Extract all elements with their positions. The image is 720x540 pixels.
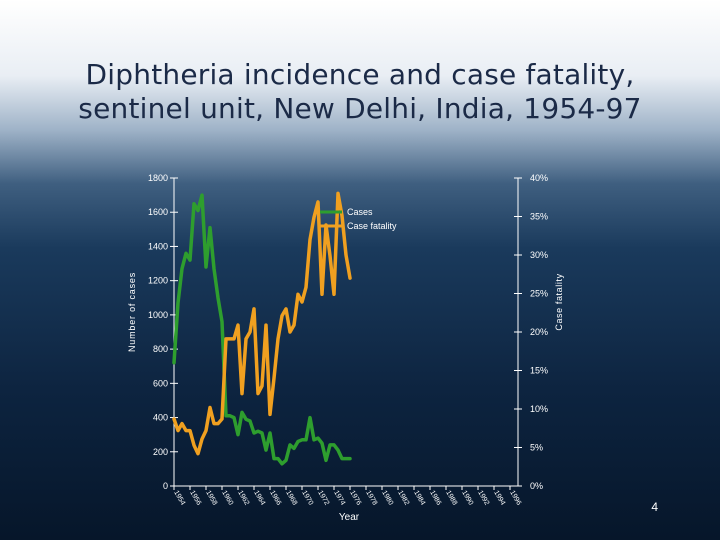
- right-y-tick-label: 35%: [530, 212, 548, 222]
- cases-series-line: [172, 193, 352, 466]
- left-y-tick-label: 0: [163, 481, 168, 491]
- x-tick-label: 1972: [316, 490, 330, 507]
- x-tick-label: 1976: [348, 490, 362, 507]
- x-tick-label: 1982: [396, 490, 410, 507]
- left-y-tick-label: 200: [153, 447, 168, 457]
- x-tick-label: 1964: [252, 490, 266, 507]
- x-tick-label: 1962: [236, 490, 250, 507]
- legend-label-cases: Cases: [347, 207, 373, 217]
- right-y-tick-label: 10%: [530, 404, 548, 414]
- x-tick-label: 1968: [284, 490, 298, 507]
- left-y-tick-label: 1200: [148, 276, 168, 286]
- x-tick-label: 1988: [444, 490, 458, 507]
- x-tick-label: 1996: [508, 490, 522, 507]
- right-y-tick-label: 30%: [530, 250, 548, 260]
- case-fatality-series-line: [172, 191, 352, 456]
- left-y-tick-label: 1000: [148, 310, 168, 320]
- right-y-axis-title: Case fatality: [554, 273, 564, 330]
- slide-title-line-1: Diphtheria incidence and case fatality,: [85, 58, 635, 91]
- x-tick-label: 1954: [172, 490, 186, 507]
- right-y-tick-label: 0%: [530, 481, 543, 491]
- x-tick-label: 1960: [220, 490, 234, 507]
- x-axis-title: Year: [339, 512, 360, 523]
- x-tick-label: 1958: [204, 490, 218, 507]
- legend-label-case-fatality: Case fatality: [347, 221, 397, 231]
- right-y-tick-label: 40%: [530, 173, 548, 183]
- left-y-tick-label: 1800: [148, 173, 168, 183]
- x-tick-label: 1956: [188, 490, 202, 507]
- right-y-tick-label: 15%: [530, 366, 548, 376]
- x-tick-label: 1986: [428, 490, 442, 507]
- right-y-tick-label: 5%: [530, 443, 543, 453]
- left-y-tick-label: 800: [153, 344, 168, 354]
- x-tick-label: 1974: [332, 490, 346, 507]
- slide-title-line-2: sentinel unit, New Delhi, India, 1954-97: [78, 92, 642, 125]
- x-tick-label: 1966: [268, 490, 282, 507]
- left-y-tick-label: 1600: [148, 207, 168, 217]
- left-y-axis-title: Number of cases: [127, 272, 137, 352]
- left-y-tick-label: 600: [153, 378, 168, 388]
- x-tick-label: 1980: [380, 490, 394, 507]
- x-tick-label: 1994: [492, 490, 506, 507]
- right-y-tick-label: 25%: [530, 289, 548, 299]
- x-tick-label: 1978: [364, 490, 378, 507]
- x-tick-label: 1984: [412, 490, 426, 507]
- right-y-tick-label: 20%: [530, 327, 548, 337]
- left-y-tick-label: 400: [153, 413, 168, 423]
- x-tick-label: 1992: [476, 490, 490, 507]
- x-tick-label: 1990: [460, 490, 474, 507]
- left-y-tick-label: 1400: [148, 241, 168, 251]
- slide-number: 4: [651, 500, 658, 514]
- slide-title: Diphtheria incidence and case fatality, …: [0, 58, 720, 126]
- x-tick-label: 1970: [300, 490, 314, 507]
